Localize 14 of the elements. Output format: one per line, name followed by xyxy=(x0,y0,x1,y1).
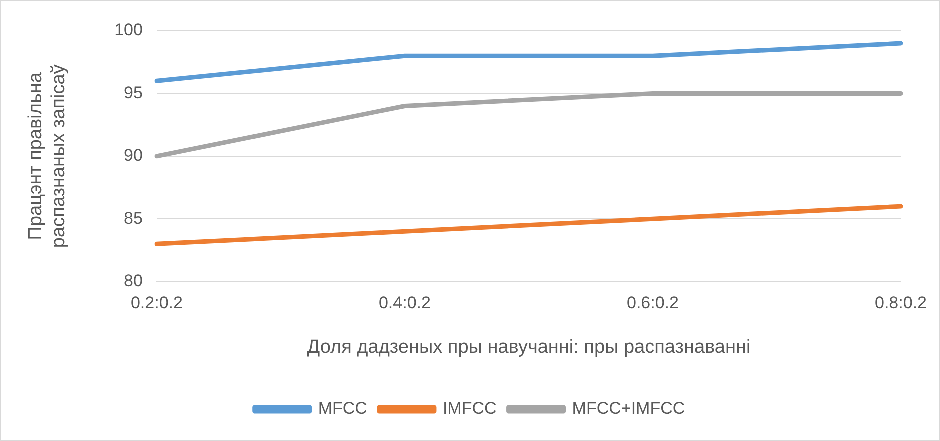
legend-label: IMFCC xyxy=(442,399,497,418)
y-tick-label: 85 xyxy=(124,208,143,228)
y-tick-label: 90 xyxy=(124,146,143,166)
x-tick-label: 0.4:0.2 xyxy=(378,294,431,313)
y-tick-label: 100 xyxy=(114,20,143,40)
y-tick-label: 80 xyxy=(124,271,143,290)
legend-label: MFCC xyxy=(318,399,368,418)
x-tick-label: 0.8:0.2 xyxy=(875,294,928,313)
y-tick-label: 95 xyxy=(124,83,143,102)
legend-label: MFCC+IMFCC xyxy=(572,399,686,418)
x-axis-title: Доля дадзеных пры навучанні: пры распазнаванні xyxy=(307,336,751,358)
x-tick-label: 0.2:0.2 xyxy=(130,294,183,313)
x-tick-label: 0.6:0.2 xyxy=(626,294,679,313)
y-axis-title: Працэнт правільна распазнаных запісаў xyxy=(26,64,70,248)
